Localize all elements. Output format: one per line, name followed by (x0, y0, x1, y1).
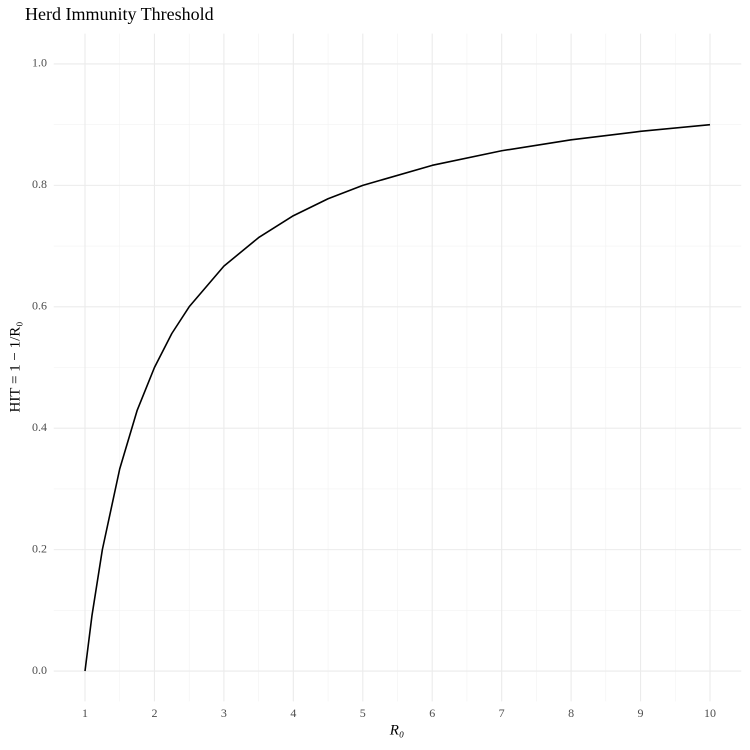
x-tick-label: 3 (221, 706, 227, 720)
y-tick-label: 0.8 (32, 177, 47, 191)
y-tick-label: 0.2 (32, 541, 47, 555)
y-axis-title: HIT = 1 − 1/R₀ (7, 321, 23, 412)
x-tick-label: 7 (499, 706, 505, 720)
x-tick-label: 1 (82, 706, 88, 720)
y-tick-label: 0.0 (32, 663, 47, 677)
x-tick-label: 9 (638, 706, 644, 720)
y-tick-label: 0.4 (32, 420, 47, 434)
chart-title: Herd Immunity Threshold (25, 4, 214, 24)
x-tick-label: 5 (360, 706, 366, 720)
y-tick-label: 1.0 (32, 56, 47, 70)
x-tick-label: 10 (704, 706, 716, 720)
x-tick-label: 6 (429, 706, 435, 720)
x-tick-label: 8 (568, 706, 574, 720)
x-tick-label: 4 (290, 706, 296, 720)
line (84, 123, 711, 672)
y-tick-label: 0.6 (32, 299, 47, 313)
x-tick-label: 2 (151, 706, 157, 720)
x-axis-title: R₀ (389, 722, 404, 738)
